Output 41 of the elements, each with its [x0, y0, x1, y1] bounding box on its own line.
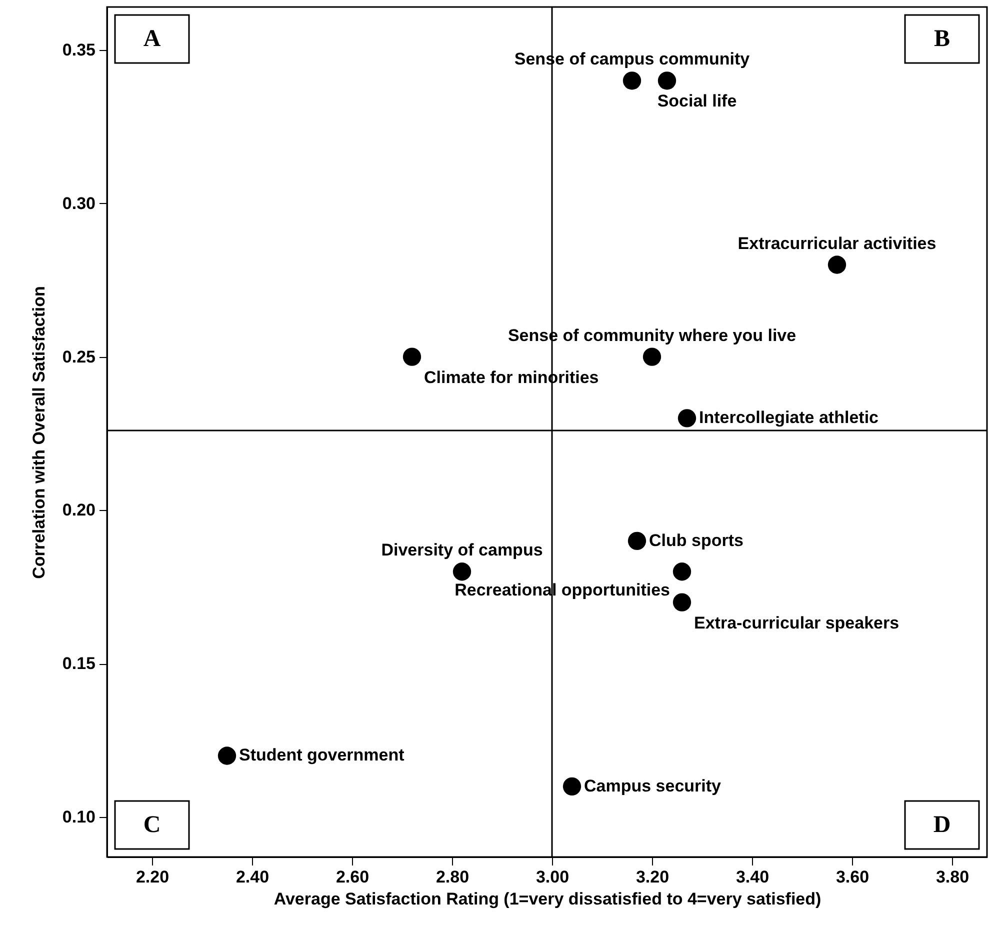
point	[828, 256, 846, 274]
point	[628, 532, 646, 550]
point	[452, 562, 472, 581]
annotation: Student government	[239, 746, 405, 765]
point	[672, 593, 692, 612]
y-axis-title: Correlation with Overall Satisfaction	[29, 286, 48, 579]
point	[562, 777, 582, 796]
annotation: D	[933, 812, 951, 838]
x-tick-label: 3.80	[936, 868, 970, 886]
point	[622, 72, 642, 90]
annotation: Club sports	[649, 530, 744, 550]
x-tick-label: 3.40	[736, 868, 770, 886]
y-tick-label: 0.20	[62, 500, 96, 520]
x-tick-label: 3.00	[536, 868, 570, 886]
point	[402, 348, 422, 366]
annotation: Social life	[657, 92, 737, 111]
annotation: Diversity of campus	[381, 540, 543, 560]
annotation: Extra-curricular speakers	[694, 613, 900, 632]
x-tick-label: 3.20	[636, 868, 670, 886]
annotation: Intercollegiate athletic	[699, 408, 878, 428]
x-tick-label: 2.80	[436, 868, 470, 886]
point	[672, 562, 692, 581]
x-tick-label: 2.20	[136, 868, 170, 886]
y-tick-label: 0.10	[62, 808, 96, 827]
point	[678, 409, 696, 428]
x-tick-label: 2.60	[336, 868, 370, 886]
annotation: B	[934, 26, 950, 52]
annotation: A	[143, 26, 162, 52]
y-tick-label: 0.30	[62, 194, 96, 213]
point	[658, 72, 676, 90]
x-tick-label: 3.60	[836, 868, 870, 886]
point	[642, 348, 662, 366]
x-tick-label: 2.40	[236, 868, 270, 886]
annotation: Extracurricular activities	[738, 234, 936, 253]
y-tick-label: 0.15	[62, 654, 96, 674]
annotation: Campus security	[584, 776, 722, 796]
x-axis-title: Average Satisfaction Rating (1=very dissatisfied to 4=very satisfied)	[274, 890, 822, 908]
y-tick-label: 0.25	[62, 347, 96, 366]
annotation: C	[143, 812, 161, 838]
point	[218, 746, 236, 765]
y-tick-label: 0.35	[62, 40, 96, 60]
